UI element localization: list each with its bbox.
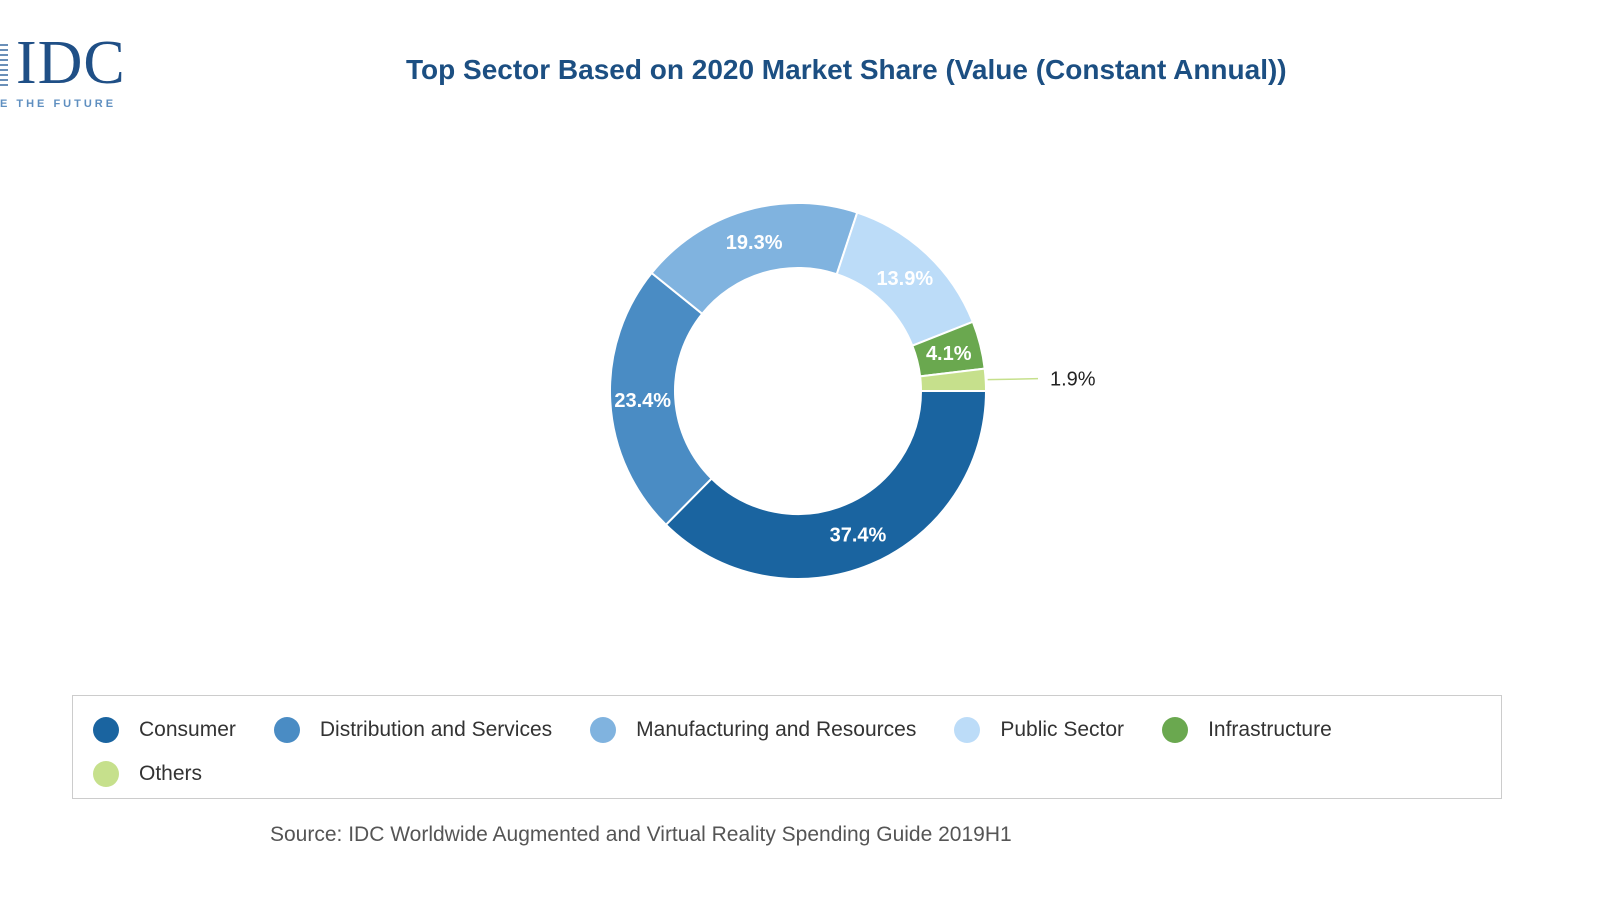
legend-marker-icon [273, 717, 300, 743]
label-leader-line [987, 377, 1039, 381]
data-label: 4.1% [926, 343, 972, 365]
logo-tagline: E THE FUTURE [0, 98, 117, 110]
legend-marker-icon [93, 761, 119, 787]
legend-label: Public Sector [1000, 718, 1125, 741]
source-note: Source: IDC Worldwide Augmented and Virt… [270, 823, 1012, 846]
data-label: 1.9% [1050, 369, 1096, 391]
legend-label: Consumer [139, 718, 236, 741]
donut-chart: 37.4% 23.4% 19.3% 13.9% 4.1% 1.9% [609, 202, 1096, 580]
logo-text: IDC [16, 29, 126, 97]
data-label: 19.3% [726, 232, 783, 254]
legend-label: Manufacturing and Resources [636, 718, 917, 741]
legend-item[interactable]: Infrastructure [1162, 708, 1332, 752]
logo-bars-icon [0, 44, 8, 88]
legend-marker-icon [954, 717, 981, 743]
legend-marker-icon [1162, 717, 1189, 743]
slice-consumer[interactable] [664, 390, 988, 580]
legend-label: Infrastructure [1208, 718, 1332, 741]
legend-marker-icon [93, 717, 119, 743]
legend-label: Distribution and Services [319, 718, 553, 741]
legend-marker-icon [590, 717, 617, 743]
legend-item[interactable]: Public Sector [954, 708, 1124, 752]
chart-title: Top Sector Based on 2020 Market Share (V… [406, 54, 1287, 85]
legend-item[interactable]: Consumer [93, 708, 236, 752]
slice-manufacturing-and-resources[interactable] [650, 202, 859, 316]
legend-label: Others [139, 762, 203, 785]
legend-item[interactable]: Manufacturing and Resources [590, 708, 916, 752]
slice-distribution-and-services[interactable] [609, 271, 713, 527]
data-label: 37.4% [830, 524, 887, 546]
legend-item[interactable]: Distribution and Services [273, 708, 553, 752]
data-label: 13.9% [876, 268, 933, 290]
slice-others[interactable] [919, 367, 988, 392]
legend-item[interactable]: Others [93, 752, 202, 796]
idc-logo: IDC E THE FUTURE [0, 29, 140, 118]
legend: Consumer Distribution and Services Manufac… [72, 695, 1502, 799]
data-label: 23.4% [614, 390, 671, 412]
